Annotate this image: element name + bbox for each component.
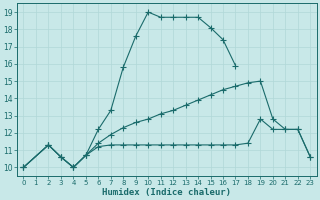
X-axis label: Humidex (Indice chaleur): Humidex (Indice chaleur) (102, 188, 231, 197)
